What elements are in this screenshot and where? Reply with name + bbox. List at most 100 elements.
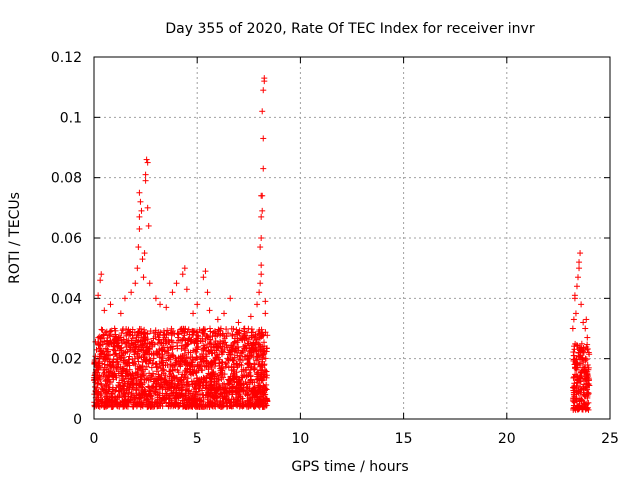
data-point bbox=[241, 353, 248, 360]
data-point bbox=[229, 387, 236, 394]
data-point bbox=[208, 361, 215, 368]
y-tick-label: 0.12 bbox=[51, 50, 82, 66]
data-point bbox=[231, 338, 238, 345]
data-point bbox=[112, 387, 119, 394]
data-point bbox=[122, 349, 129, 356]
data-point bbox=[189, 327, 196, 334]
data-point bbox=[129, 326, 136, 333]
data-point bbox=[98, 271, 105, 278]
data-point bbox=[193, 375, 200, 382]
data-point bbox=[138, 207, 145, 214]
data-point bbox=[194, 301, 201, 308]
data-point bbox=[260, 135, 267, 142]
data-point bbox=[117, 310, 124, 317]
data-point bbox=[188, 402, 195, 409]
data-point bbox=[167, 352, 174, 359]
data-point bbox=[251, 364, 258, 371]
data-point bbox=[256, 403, 263, 410]
data-point bbox=[262, 298, 269, 305]
data-point bbox=[121, 295, 128, 302]
data-point bbox=[107, 362, 114, 369]
data-point bbox=[158, 345, 165, 352]
data-point bbox=[112, 372, 119, 379]
data-point bbox=[126, 329, 133, 336]
data-point bbox=[258, 271, 265, 278]
data-point bbox=[217, 340, 224, 347]
data-point bbox=[113, 366, 120, 373]
data-point bbox=[250, 346, 257, 353]
data-point bbox=[573, 391, 580, 398]
data-point bbox=[163, 357, 170, 364]
data-point bbox=[225, 364, 232, 371]
data-point bbox=[108, 403, 115, 410]
data-point bbox=[218, 358, 225, 365]
data-point bbox=[173, 280, 180, 287]
data-point bbox=[102, 345, 109, 352]
data-point bbox=[578, 369, 585, 376]
data-point bbox=[577, 344, 584, 351]
data-point bbox=[233, 401, 240, 408]
data-point bbox=[137, 376, 144, 383]
data-point bbox=[220, 349, 227, 356]
data-point bbox=[576, 265, 583, 272]
data-point bbox=[175, 331, 182, 338]
data-point bbox=[115, 382, 122, 389]
data-point bbox=[204, 396, 211, 403]
data-point bbox=[204, 341, 211, 348]
data-point bbox=[99, 335, 106, 342]
data-point bbox=[244, 372, 251, 379]
data-point bbox=[166, 395, 173, 402]
data-point bbox=[158, 354, 165, 361]
data-point bbox=[146, 387, 153, 394]
data-point bbox=[191, 367, 198, 374]
data-point bbox=[95, 292, 102, 299]
data-point bbox=[252, 340, 259, 347]
data-point bbox=[150, 351, 157, 358]
data-point bbox=[140, 274, 147, 281]
data-point bbox=[141, 326, 148, 333]
data-point bbox=[223, 393, 230, 400]
data-point bbox=[222, 395, 229, 402]
data-point bbox=[184, 355, 191, 362]
data-point bbox=[206, 403, 213, 410]
data-point bbox=[120, 357, 127, 364]
data-point bbox=[181, 328, 188, 335]
data-point bbox=[219, 331, 226, 338]
data-point bbox=[103, 328, 110, 335]
chart-title: Day 355 of 2020, Rate Of TEC Index for r… bbox=[165, 21, 534, 37]
data-point bbox=[164, 391, 171, 398]
data-point bbox=[173, 384, 180, 391]
data-point bbox=[113, 363, 120, 370]
data-point bbox=[202, 336, 209, 343]
data-points bbox=[91, 75, 593, 413]
data-point bbox=[258, 262, 265, 269]
data-point bbox=[257, 343, 264, 350]
data-point bbox=[193, 395, 200, 402]
data-point bbox=[193, 354, 200, 361]
data-point bbox=[258, 213, 265, 220]
data-point bbox=[109, 358, 116, 365]
data-point bbox=[110, 342, 117, 349]
data-point bbox=[244, 353, 251, 360]
data-point bbox=[121, 401, 128, 408]
data-point bbox=[158, 379, 165, 386]
data-point bbox=[196, 403, 203, 410]
data-point bbox=[161, 381, 168, 388]
data-point bbox=[174, 375, 181, 382]
data-point bbox=[262, 355, 269, 362]
data-point bbox=[127, 346, 134, 353]
data-point bbox=[154, 399, 161, 406]
data-point bbox=[212, 338, 219, 345]
x-tick-label: 15 bbox=[395, 431, 413, 447]
data-point bbox=[253, 336, 260, 343]
data-point bbox=[199, 387, 206, 394]
data-point bbox=[136, 189, 143, 196]
data-point bbox=[131, 395, 138, 402]
data-point bbox=[132, 369, 139, 376]
data-point bbox=[146, 280, 153, 287]
data-point bbox=[573, 283, 580, 290]
data-point bbox=[134, 265, 141, 272]
data-point bbox=[136, 225, 143, 232]
data-point bbox=[179, 336, 186, 343]
